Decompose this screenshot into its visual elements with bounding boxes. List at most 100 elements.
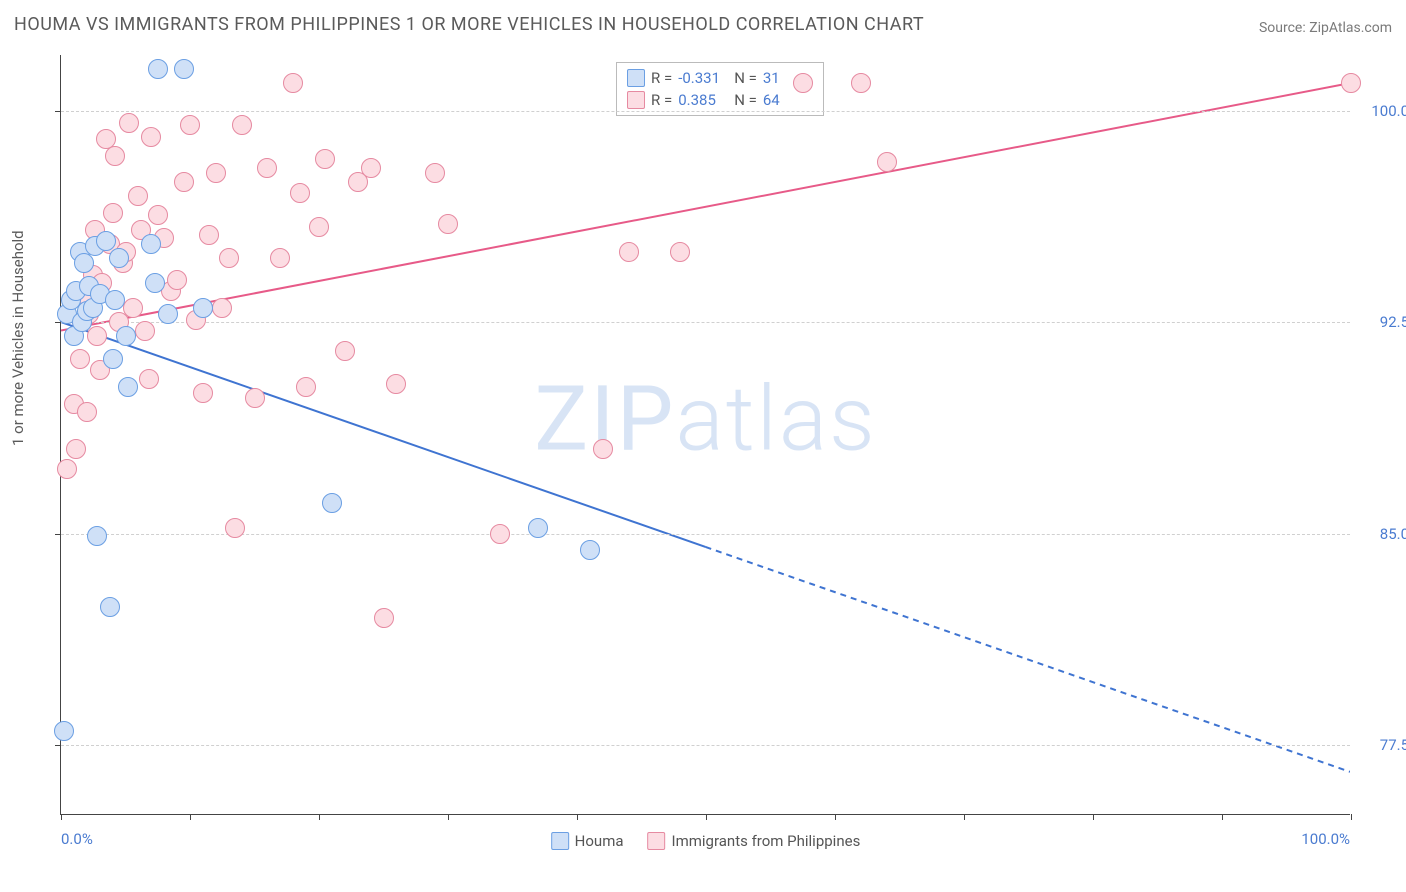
source-label: Source: ZipAtlas.com (1259, 20, 1392, 36)
houma-point (193, 298, 213, 318)
chart-title: HOUMA VS IMMIGRANTS FROM PHILIPPINES 1 O… (14, 14, 924, 35)
philippines-point (219, 248, 239, 268)
philippines-point (77, 402, 97, 422)
y-tick (55, 745, 61, 746)
series-legend: Houma Immigrants from Philippines (551, 832, 861, 850)
houma-point (580, 540, 600, 560)
x-tick (577, 814, 578, 820)
philippines-point (283, 73, 303, 93)
houma-point (87, 526, 107, 546)
n-label: N = (734, 91, 757, 109)
x-tick (1093, 814, 1094, 820)
philippines-point (103, 203, 123, 223)
philippines-point (232, 115, 252, 135)
x-axis-max-label: 100.0% (1301, 830, 1350, 848)
philippines-point (877, 152, 897, 172)
chart-container: HOUMA VS IMMIGRANTS FROM PHILIPPINES 1 O… (0, 0, 1406, 892)
philippines-point (180, 115, 200, 135)
n-label: N = (734, 69, 757, 87)
houma-point (528, 518, 548, 538)
y-tick (55, 534, 61, 535)
legend-swatch (627, 91, 645, 109)
gridline (61, 322, 1350, 323)
houma-point (118, 377, 138, 397)
correlation-legend: R =-0.331N =31R =0.385N =64 (616, 62, 824, 116)
legend-row: R =0.385N =64 (627, 89, 813, 111)
x-tick (835, 814, 836, 820)
philippines-point (139, 369, 159, 389)
r-label: R = (651, 69, 672, 87)
watermark: ZIPatlas (534, 367, 876, 472)
houma-point (174, 59, 194, 79)
y-tick-label: 77.5% (1380, 736, 1406, 754)
houma-point (109, 248, 129, 268)
y-axis-title: 1 or more Vehicles in Household (9, 230, 27, 446)
x-axis-min-label: 0.0% (61, 830, 93, 848)
plot-area: ZIPatlas 0.0% 100.0% R =-0.331N =31R =0.… (60, 55, 1350, 815)
legend-swatch-houma (551, 832, 569, 850)
philippines-point (105, 146, 125, 166)
philippines-point (593, 439, 613, 459)
philippines-point (148, 205, 168, 225)
y-tick-label: 85.0% (1380, 525, 1406, 543)
legend-label-philippines: Immigrants from Philippines (672, 832, 861, 850)
philippines-point (374, 608, 394, 628)
philippines-point (1341, 73, 1361, 93)
philippines-point (438, 214, 458, 234)
houma-point (103, 349, 123, 369)
trend-lines (61, 55, 1350, 814)
philippines-point (206, 163, 226, 183)
philippines-point (193, 383, 213, 403)
x-tick (1351, 814, 1352, 820)
philippines-point (174, 172, 194, 192)
philippines-point (87, 326, 107, 346)
philippines-point (290, 183, 310, 203)
n-value: 64 (763, 91, 813, 109)
philippines-point (128, 186, 148, 206)
gridline (61, 111, 1350, 112)
philippines-point (141, 127, 161, 147)
legend-row: R =-0.331N =31 (627, 67, 813, 89)
philippines-point (670, 242, 690, 262)
legend-swatch (627, 69, 645, 87)
philippines-point (793, 73, 813, 93)
philippines-point (490, 524, 510, 544)
philippines-point (199, 225, 219, 245)
philippines-point (245, 388, 265, 408)
philippines-point (851, 73, 871, 93)
philippines-point (212, 298, 232, 318)
legend-swatch-philippines (648, 832, 666, 850)
x-tick (706, 814, 707, 820)
philippines-point (425, 163, 445, 183)
houma-point (100, 597, 120, 617)
philippines-point (66, 439, 86, 459)
philippines-point (315, 149, 335, 169)
x-tick (448, 814, 449, 820)
r-value: -0.331 (678, 69, 728, 87)
philippines-point (309, 217, 329, 237)
philippines-point (70, 349, 90, 369)
philippines-point (361, 158, 381, 178)
y-tick (55, 322, 61, 323)
philippines-point (270, 248, 290, 268)
houma-point (105, 290, 125, 310)
houma-point (96, 231, 116, 251)
philippines-point (386, 374, 406, 394)
y-tick-label: 92.5% (1380, 313, 1406, 331)
legend-label-houma: Houma (575, 832, 624, 850)
legend-item-philippines: Immigrants from Philippines (648, 832, 861, 850)
houma-point (74, 253, 94, 273)
y-tick (55, 111, 61, 112)
y-tick-label: 100.0% (1371, 102, 1406, 120)
houma-point (116, 326, 136, 346)
philippines-point (257, 158, 277, 178)
philippines-point (296, 377, 316, 397)
x-tick (964, 814, 965, 820)
philippines-point (135, 321, 155, 341)
philippines-point (335, 341, 355, 361)
houma-point (148, 59, 168, 79)
philippines-point (167, 270, 187, 290)
philippines-point (119, 113, 139, 133)
philippines-point (123, 298, 143, 318)
houma-point (54, 721, 74, 741)
